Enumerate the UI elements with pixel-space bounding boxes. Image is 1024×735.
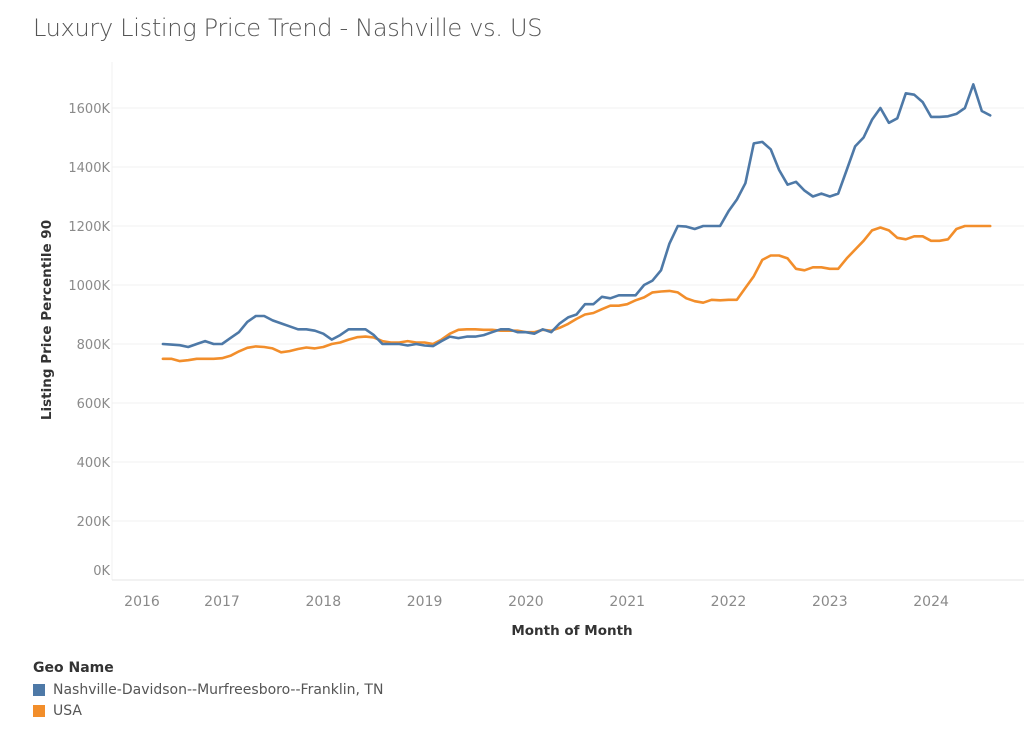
legend-label-nashville: Nashville-Davidson--Murfreesboro--Frankl…	[53, 681, 384, 698]
y-tick-label: 1000K	[68, 279, 110, 294]
legend-item-nashville[interactable]: Nashville-Davidson--Murfreesboro--Frankl…	[33, 679, 383, 700]
y-axis-title: Listing Price Percentile 90	[39, 220, 55, 420]
legend-swatch-usa	[33, 704, 45, 717]
x-axis-ticks: 2016 2017 2018 2019 2020 2021 2022 2023 2024	[124, 594, 949, 610]
legend: Geo Name Nashville-Davidson--Murfreesbor…	[33, 660, 383, 721]
legend-swatch-nashville	[33, 683, 45, 696]
y-tick-label: 600K	[77, 397, 111, 412]
legend-label-usa: USA	[53, 702, 82, 719]
x-tick-label: 2016	[124, 594, 160, 610]
y-tick-label: 200K	[77, 515, 111, 530]
y-tick-label: 1600K	[68, 102, 110, 117]
line-chart: 0K 200K 400K 600K 800K 1000K 1200K 1400K 1600K 2…	[39, 62, 1024, 639]
legend-item-usa[interactable]: USA	[33, 700, 383, 721]
legend-title: Geo Name	[33, 660, 114, 676]
y-tick-label: 0K	[93, 564, 110, 579]
y-tick-label: 400K	[77, 456, 111, 471]
x-axis-title: Month of Month	[511, 623, 632, 639]
y-axis-ticks: 0K 200K 400K 600K 800K 1000K 1200K 1400K 1600K	[68, 102, 110, 579]
series-line-nashville[interactable]	[161, 83, 992, 349]
series-line-usa[interactable]	[161, 224, 992, 363]
chart-title: Luxury Listing Price Trend - Nashville v…	[33, 14, 543, 42]
x-tick-label: 2019	[407, 594, 443, 610]
x-tick-label: 2020	[508, 594, 544, 610]
gridlines	[112, 107, 1024, 522]
x-tick-label: 2022	[711, 594, 747, 610]
series-lines	[161, 83, 992, 363]
x-tick-label: 2021	[609, 594, 645, 610]
y-tick-label: 800K	[77, 338, 111, 353]
x-tick-label: 2017	[204, 594, 240, 610]
y-tick-label: 1200K	[68, 220, 110, 235]
y-tick-label: 1400K	[68, 161, 110, 176]
x-tick-label: 2023	[812, 594, 848, 610]
x-tick-label: 2018	[305, 594, 341, 610]
x-tick-label: 2024	[913, 594, 949, 610]
